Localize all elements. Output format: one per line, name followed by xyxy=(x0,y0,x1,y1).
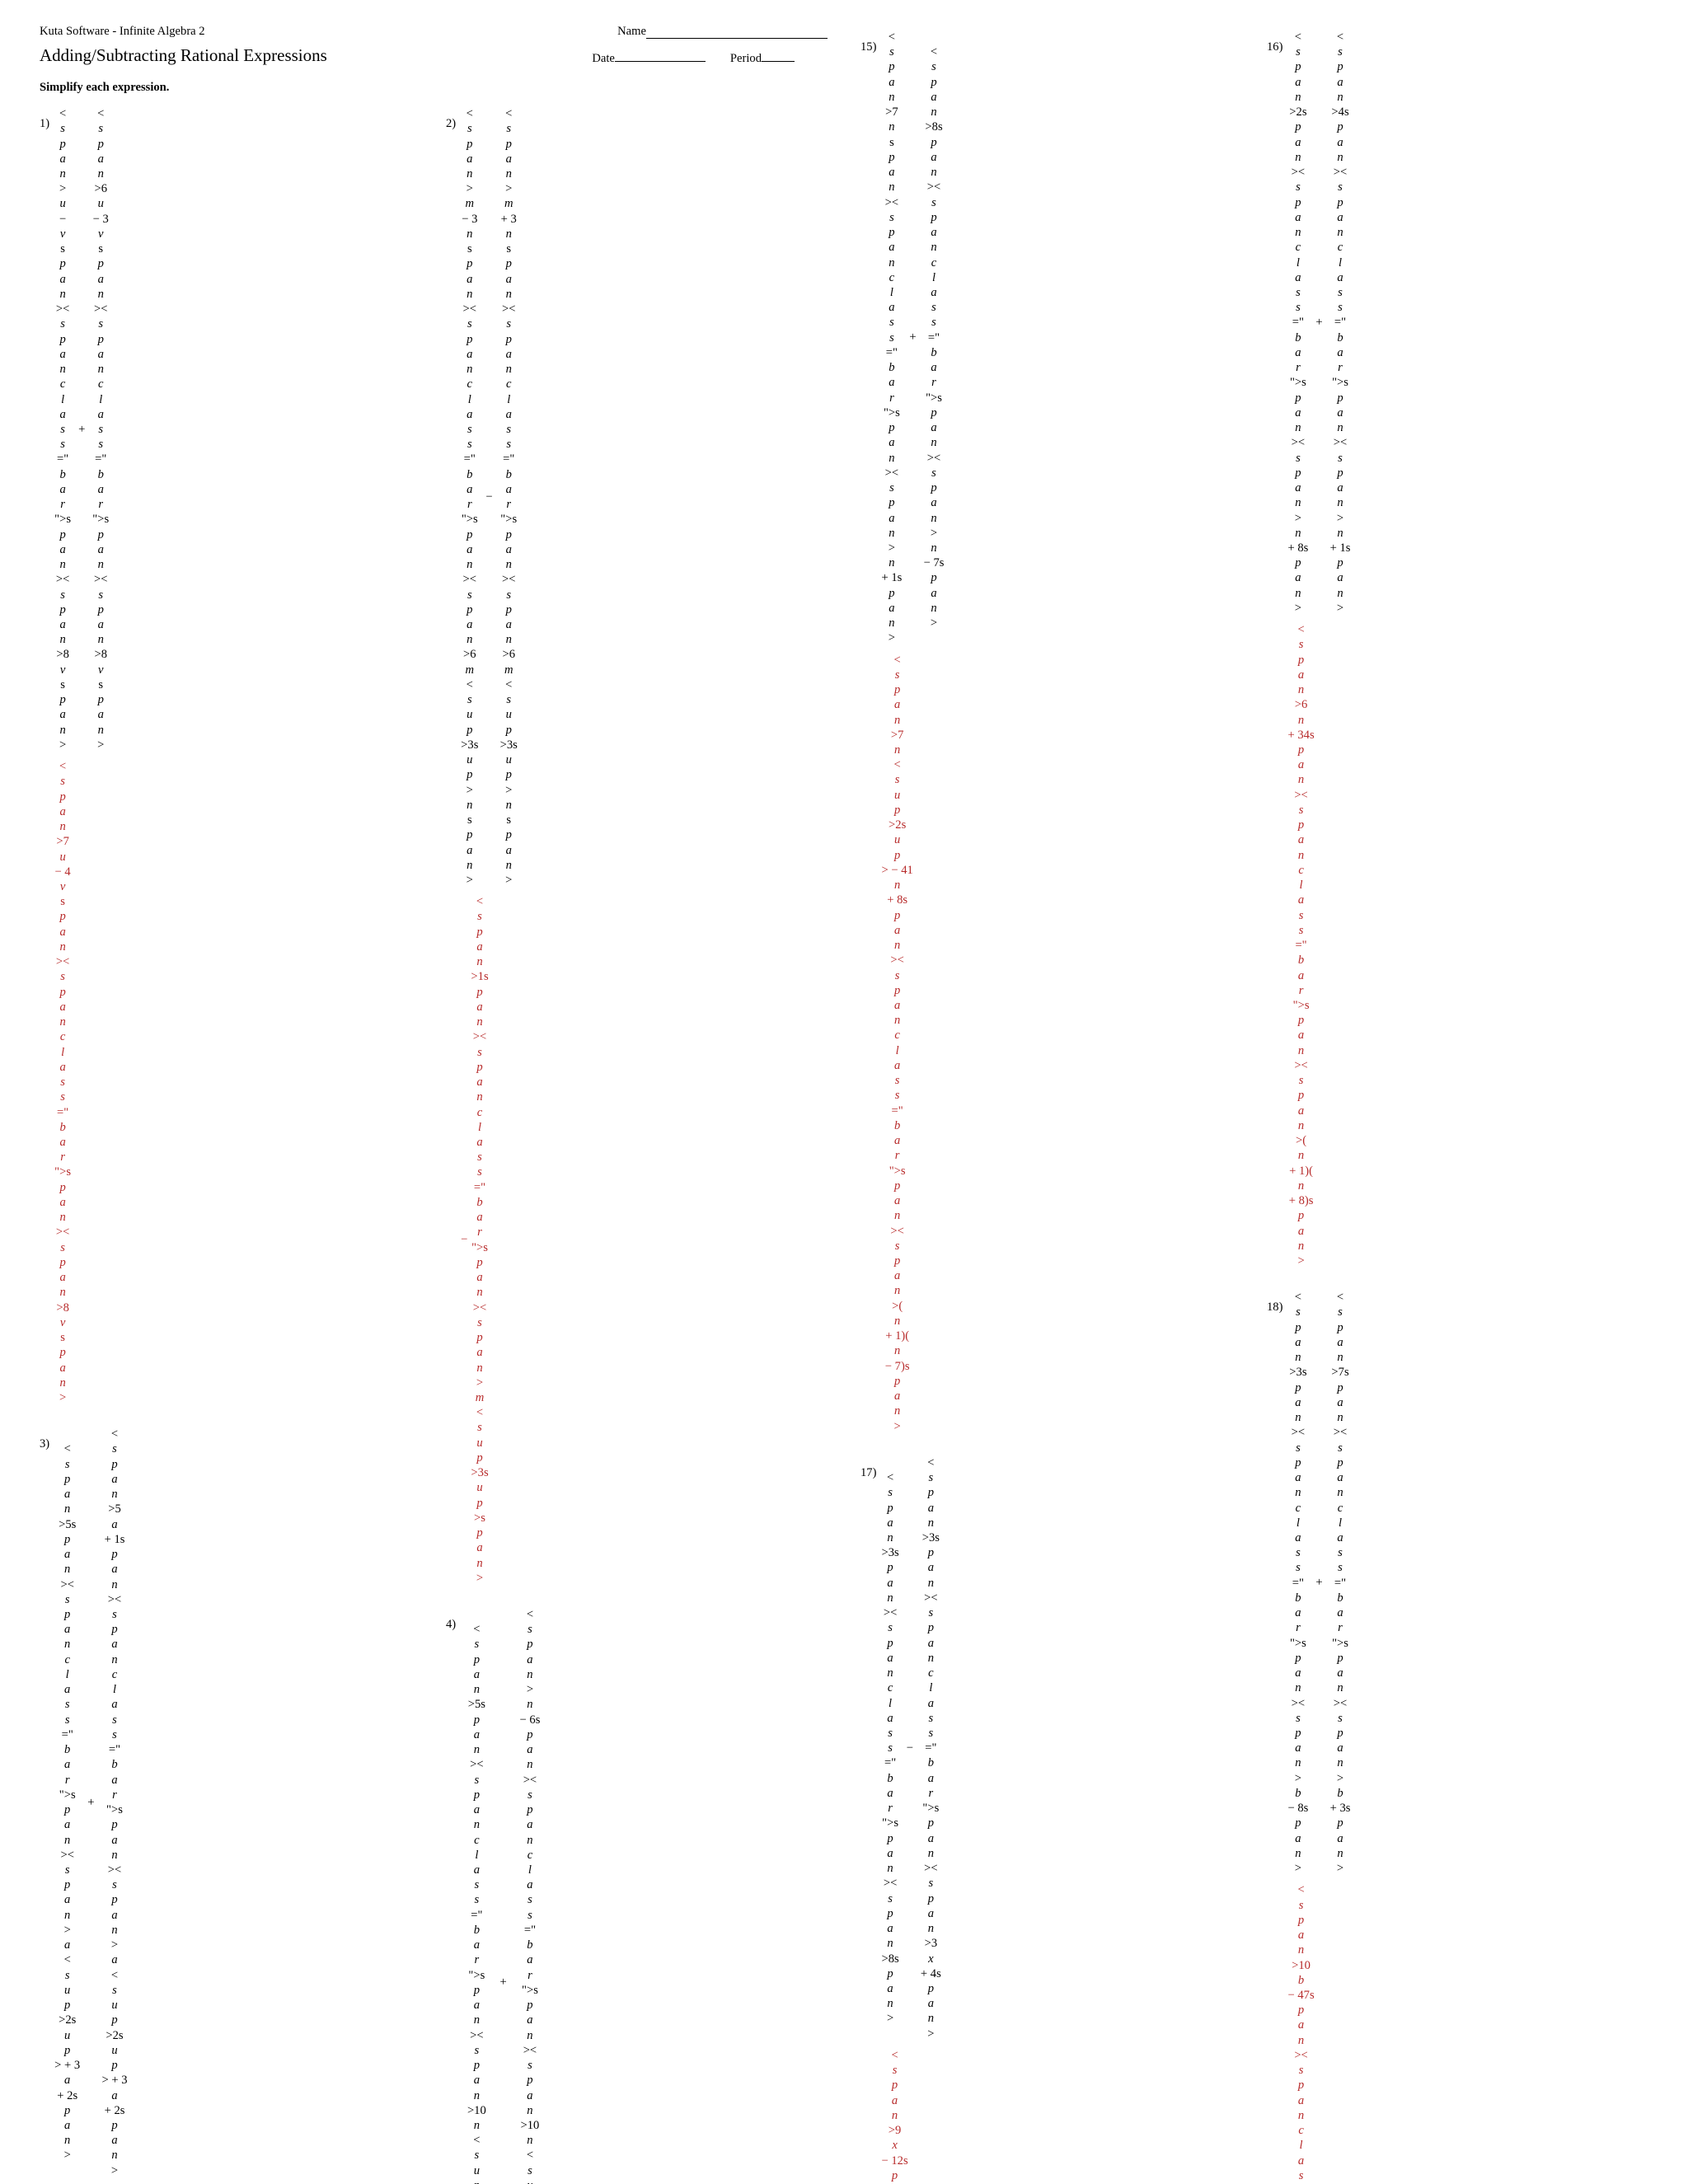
software-name: Kuta Software - Infinite Algebra 2 xyxy=(40,25,205,39)
section-heading: Simplify each expression. xyxy=(40,81,828,95)
problem-18: 18)<span>3span><span class="bar">span><s… xyxy=(1267,1290,1648,2184)
date-label: Date xyxy=(592,52,615,65)
page-1: Kuta Software - Infinite Algebra 2 Name … xyxy=(40,25,828,2184)
name-label: Name xyxy=(617,25,646,39)
problem-4: 4)<span>5span><span class="bar">span><sp… xyxy=(446,1607,828,2184)
problem-3: 3)<span>5span><span class="bar">span><sp… xyxy=(40,1427,421,2184)
worksheet-title: Adding/Subtracting Rational Expressions xyxy=(40,45,327,66)
problem-2: 2)<span>m − 3nspan><span class="bar">spa… xyxy=(446,106,828,1586)
name-blank[interactable] xyxy=(646,25,828,39)
period-blank[interactable] xyxy=(762,48,795,62)
problem-15: 15)<span>7nspan><span class="bar">span><… xyxy=(860,30,1242,1434)
problem-16: 16)<span>2span><span class="bar">span><s… xyxy=(1267,30,1648,1268)
problem-1: 1)<span>u − vspan><span class="bar">span… xyxy=(40,106,421,1405)
problem-17: 17)<span>3span><span class="bar">span><s… xyxy=(860,1455,1242,2184)
period-label: Period xyxy=(730,52,762,65)
date-blank[interactable] xyxy=(615,48,706,62)
page-2: 15)<span>7nspan><span class="bar">span><… xyxy=(860,25,1648,2184)
